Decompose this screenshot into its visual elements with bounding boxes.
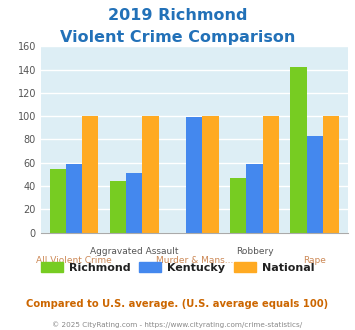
- Bar: [66, 164, 82, 233]
- Bar: [82, 116, 98, 233]
- Bar: [246, 164, 263, 233]
- Bar: [202, 116, 219, 233]
- Bar: [50, 169, 66, 233]
- Bar: [323, 116, 339, 233]
- Text: Robbery: Robbery: [236, 247, 273, 256]
- Text: Violent Crime Comparison: Violent Crime Comparison: [60, 30, 295, 45]
- Legend: Richmond, Kentucky, National: Richmond, Kentucky, National: [37, 258, 318, 278]
- Bar: [142, 116, 159, 233]
- Text: Murder & Mans...: Murder & Mans...: [156, 256, 233, 265]
- Bar: [126, 173, 142, 233]
- Bar: [263, 116, 279, 233]
- Bar: [110, 182, 126, 233]
- Bar: [290, 67, 307, 233]
- Text: All Violent Crime: All Violent Crime: [36, 256, 112, 265]
- Text: Rape: Rape: [303, 256, 326, 265]
- Text: 2019 Richmond: 2019 Richmond: [108, 8, 247, 23]
- Bar: [307, 136, 323, 233]
- Text: © 2025 CityRating.com - https://www.cityrating.com/crime-statistics/: © 2025 CityRating.com - https://www.city…: [53, 322, 302, 328]
- Text: Compared to U.S. average. (U.S. average equals 100): Compared to U.S. average. (U.S. average …: [26, 299, 329, 309]
- Text: Aggravated Assault: Aggravated Assault: [90, 247, 179, 256]
- Bar: [230, 178, 246, 233]
- Bar: [186, 117, 202, 233]
